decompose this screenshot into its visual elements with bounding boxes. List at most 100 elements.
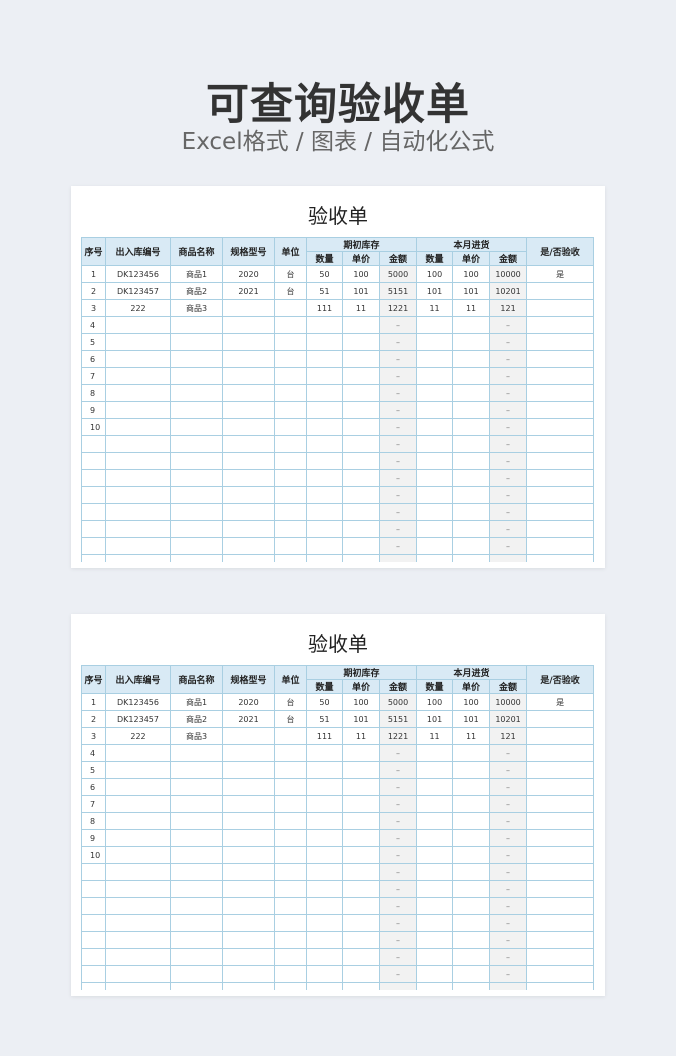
cell-name[interactable] xyxy=(170,948,223,966)
cell-purchase-amount[interactable]: – xyxy=(489,452,528,470)
cell-opening-qty[interactable] xyxy=(306,812,343,830)
cell-index[interactable]: 6 xyxy=(81,778,106,796)
cell-accepted[interactable] xyxy=(526,435,594,453)
cell-purchase-qty[interactable] xyxy=(416,520,454,538)
cell-accepted[interactable] xyxy=(526,965,594,983)
cell-spec[interactable] xyxy=(222,333,275,351)
cell-name[interactable] xyxy=(170,333,223,351)
cell-name[interactable]: 商品1 xyxy=(170,265,223,283)
cell-purchase-qty[interactable] xyxy=(416,537,454,555)
cell-purchase-price[interactable] xyxy=(452,435,491,453)
cell-opening-qty[interactable] xyxy=(306,435,343,453)
cell-name[interactable] xyxy=(170,880,223,898)
cell-purchase-amount[interactable]: – xyxy=(489,333,528,351)
cell-index[interactable] xyxy=(81,914,106,932)
cell-purchase-price[interactable] xyxy=(452,880,491,898)
cell-spec[interactable]: 2021 xyxy=(222,282,275,300)
cell-spec[interactable] xyxy=(222,744,275,762)
cell-opening-price[interactable]: 100 xyxy=(342,693,380,711)
cell-opening-qty[interactable] xyxy=(306,761,343,779)
cell-unit[interactable] xyxy=(274,554,307,562)
cell-index[interactable]: 3 xyxy=(81,299,106,317)
cell-accepted[interactable] xyxy=(526,744,594,762)
cell-code[interactable] xyxy=(105,503,171,521)
cell-index[interactable] xyxy=(81,965,106,983)
cell-index[interactable] xyxy=(81,880,106,898)
cell-opening-amount[interactable]: – xyxy=(378,486,418,504)
cell-purchase-price[interactable] xyxy=(452,744,491,762)
cell-code[interactable] xyxy=(105,469,171,487)
cell-accepted[interactable] xyxy=(526,727,594,745)
cell-opening-amount[interactable]: – xyxy=(378,418,418,436)
cell-purchase-price[interactable] xyxy=(452,778,491,796)
cell-purchase-price[interactable] xyxy=(452,469,491,487)
cell-accepted[interactable] xyxy=(526,846,594,864)
cell-spec[interactable] xyxy=(222,469,275,487)
cell-spec[interactable] xyxy=(222,795,275,813)
cell-accepted[interactable] xyxy=(526,367,594,385)
cell-purchase-qty[interactable] xyxy=(416,931,454,949)
cell-spec[interactable] xyxy=(222,452,275,470)
cell-accepted[interactable] xyxy=(526,418,594,436)
cell-opening-amount[interactable]: – xyxy=(378,880,418,898)
cell-purchase-amount[interactable]: – xyxy=(489,778,528,796)
cell-unit[interactable] xyxy=(274,897,307,915)
cell-purchase-price[interactable] xyxy=(452,812,491,830)
cell-opening-price[interactable] xyxy=(342,418,380,436)
cell-purchase-amount[interactable]: – xyxy=(489,418,528,436)
cell-unit[interactable] xyxy=(274,486,307,504)
cell-name[interactable] xyxy=(170,812,223,830)
cell-unit[interactable] xyxy=(274,401,307,419)
cell-opening-amount[interactable]: – xyxy=(378,520,418,538)
cell-index[interactable]: 9 xyxy=(81,829,106,847)
cell-opening-price[interactable] xyxy=(342,761,380,779)
cell-accepted[interactable] xyxy=(526,829,594,847)
cell-opening-qty[interactable]: 111 xyxy=(306,299,343,317)
cell-index[interactable] xyxy=(81,863,106,881)
cell-opening-amount[interactable]: 5151 xyxy=(378,282,418,300)
cell-purchase-qty[interactable]: 100 xyxy=(416,265,454,283)
cell-spec[interactable] xyxy=(222,982,275,990)
cell-spec[interactable] xyxy=(222,931,275,949)
cell-purchase-qty[interactable] xyxy=(416,418,454,436)
cell-unit[interactable]: 台 xyxy=(274,710,307,728)
cell-purchase-qty[interactable] xyxy=(416,503,454,521)
cell-purchase-qty[interactable] xyxy=(416,744,454,762)
cell-name[interactable] xyxy=(170,486,223,504)
cell-unit[interactable] xyxy=(274,418,307,436)
cell-purchase-amount[interactable]: – xyxy=(489,537,528,555)
cell-index[interactable] xyxy=(81,503,106,521)
cell-index[interactable]: 4 xyxy=(81,744,106,762)
cell-purchase-amount[interactable]: 121 xyxy=(489,727,528,745)
cell-purchase-amount[interactable]: – xyxy=(489,435,528,453)
cell-purchase-amount[interactable]: – xyxy=(489,520,528,538)
cell-accepted[interactable] xyxy=(526,948,594,966)
cell-unit[interactable] xyxy=(274,812,307,830)
cell-opening-qty[interactable]: 50 xyxy=(306,265,343,283)
cell-accepted[interactable] xyxy=(526,537,594,555)
cell-opening-qty[interactable]: 51 xyxy=(306,710,343,728)
cell-code[interactable] xyxy=(105,931,171,949)
cell-purchase-price[interactable] xyxy=(452,914,491,932)
cell-purchase-amount[interactable]: – xyxy=(489,744,528,762)
cell-unit[interactable] xyxy=(274,384,307,402)
cell-accepted[interactable] xyxy=(526,554,594,562)
cell-purchase-qty[interactable] xyxy=(416,948,454,966)
cell-opening-qty[interactable] xyxy=(306,982,343,990)
cell-opening-qty[interactable] xyxy=(306,367,343,385)
cell-unit[interactable] xyxy=(274,727,307,745)
cell-purchase-qty[interactable] xyxy=(416,863,454,881)
cell-purchase-qty[interactable] xyxy=(416,982,454,990)
cell-purchase-amount[interactable]: – xyxy=(489,829,528,847)
cell-name[interactable] xyxy=(170,965,223,983)
cell-purchase-price[interactable] xyxy=(452,384,491,402)
cell-opening-price[interactable] xyxy=(342,982,380,990)
cell-unit[interactable] xyxy=(274,914,307,932)
cell-opening-amount[interactable]: 5151 xyxy=(378,710,418,728)
cell-purchase-price[interactable] xyxy=(452,554,491,562)
cell-code[interactable] xyxy=(105,982,171,990)
cell-name[interactable] xyxy=(170,384,223,402)
cell-opening-qty[interactable]: 51 xyxy=(306,282,343,300)
cell-opening-qty[interactable] xyxy=(306,384,343,402)
cell-name[interactable] xyxy=(170,350,223,368)
